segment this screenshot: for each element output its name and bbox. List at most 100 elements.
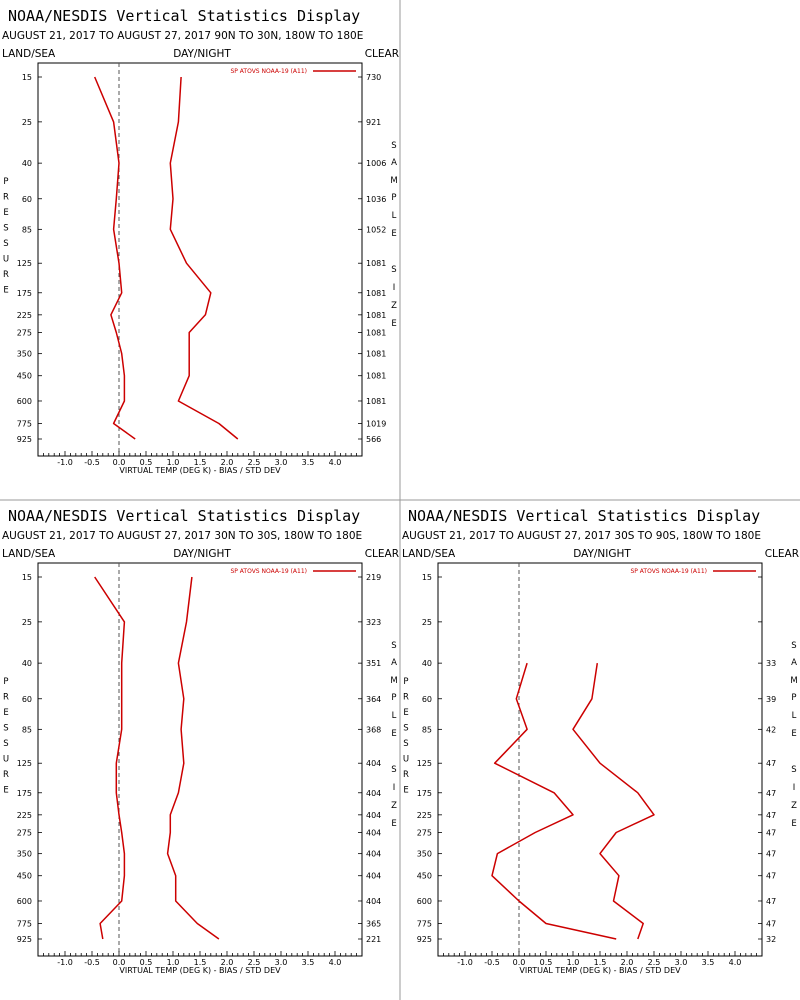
sample-size-label: 351 — [366, 659, 381, 668]
bias-line — [94, 76, 136, 440]
sample-size-label: 404 — [366, 759, 381, 768]
sample-size-title-letter: M — [790, 676, 797, 686]
x-tick-label: 2.5 — [648, 958, 661, 967]
date-region-subtitle: AUGUST 21, 2017 TO AUGUST 27, 2017 90N T… — [2, 30, 363, 42]
sample-size-label: 47 — [766, 872, 776, 881]
y-tick-label: 600 — [17, 897, 32, 906]
plot-frame — [37, 62, 363, 457]
sample-size-title-letter: P — [791, 693, 796, 703]
sample-size-title-letter: P — [391, 193, 396, 203]
pressure-title-letter: R — [403, 693, 409, 703]
legend-label: SP ATOVS NOAA-19 (A11) — [630, 568, 707, 575]
sample-size-label: 1081 — [366, 259, 386, 268]
sample-size-title-letter: E — [391, 319, 396, 329]
chart-title: NOAA/NESDIS Vertical Statistics Display — [8, 507, 360, 525]
pressure-title-letter: S — [3, 739, 8, 749]
sample-size-title-letter: S — [391, 141, 396, 151]
sample-size-label: 32 — [766, 935, 776, 944]
std-dev-line — [166, 576, 220, 940]
pressure-title-letter: U — [3, 255, 9, 265]
sample-size-label: 1081 — [366, 289, 386, 298]
x-tick-label: 0.0 — [113, 458, 126, 467]
sample-size-title-letter: L — [392, 211, 397, 221]
pressure-title-letter: R — [3, 770, 9, 780]
x-tick-label: 1.0 — [567, 958, 580, 967]
sample-size-title-letter: A — [391, 658, 397, 668]
sample-size-label: 47 — [766, 759, 776, 768]
sample-size-label: 47 — [766, 919, 776, 928]
land-sea-label: LAND/SEA — [402, 548, 456, 560]
sample-size-label: 1081 — [366, 397, 386, 406]
y-tick-label: 85 — [22, 225, 32, 234]
y-tick-label: 125 — [417, 759, 432, 768]
y-tick-label: 125 — [17, 759, 32, 768]
y-tick-label: 60 — [22, 195, 32, 204]
sample-size-title-letter: E — [391, 229, 396, 239]
pressure-title-letter: R — [3, 693, 9, 703]
y-tick-label: 350 — [17, 350, 32, 359]
std-dev-line — [169, 76, 239, 440]
pressure-title-letter: P — [403, 677, 408, 687]
x-tick-label: 1.0 — [167, 458, 180, 467]
sample-size-title-letter: S — [391, 265, 396, 275]
sample-size-label: 404 — [366, 828, 381, 837]
y-tick-label: 85 — [22, 725, 32, 734]
sample-size-title-letter: I — [393, 283, 396, 293]
y-tick-label: 15 — [22, 573, 32, 582]
y-tick-label: 40 — [422, 659, 432, 668]
sample-size-label: 42 — [766, 725, 776, 734]
x-tick-label: -0.5 — [484, 958, 500, 967]
y-tick-label: 775 — [17, 919, 32, 928]
y-tick-label: 275 — [17, 328, 32, 337]
pressure-title-letter: R — [3, 193, 9, 203]
pressure-title-letter: S — [403, 739, 408, 749]
sample-size-title-letter: A — [791, 658, 797, 668]
plot-frame — [37, 562, 363, 957]
x-tick-label: 2.0 — [221, 458, 234, 467]
date-region-subtitle: AUGUST 21, 2017 TO AUGUST 27, 2017 30N T… — [2, 530, 362, 542]
sample-size-title-letter: S — [391, 641, 396, 651]
sample-size-label: 39 — [766, 695, 776, 704]
std-dev-line — [572, 662, 655, 940]
pressure-title-letter: E — [3, 708, 8, 718]
sample-size-title-letter: Z — [391, 301, 397, 311]
sample-size-title-letter: M — [390, 176, 397, 186]
y-tick-label: 350 — [17, 850, 32, 859]
sample-size-label: 368 — [366, 725, 381, 734]
y-tick-label: 60 — [22, 695, 32, 704]
sample-size-label: 1081 — [366, 350, 386, 359]
x-tick-label: 2.5 — [248, 458, 261, 467]
x-tick-label: 3.0 — [275, 458, 288, 467]
sample-size-title-letter: E — [791, 729, 796, 739]
sample-size-title-letter: Z — [391, 801, 397, 811]
y-tick-label: 350 — [417, 850, 432, 859]
x-tick-label: 1.5 — [194, 458, 207, 467]
land-sea-label: LAND/SEA — [2, 48, 56, 60]
sample-size-label: 404 — [366, 811, 381, 820]
y-tick-label: 775 — [417, 919, 432, 928]
land-sea-label: LAND/SEA — [2, 548, 56, 560]
y-tick-label: 60 — [422, 695, 432, 704]
pressure-title-letter: E — [403, 708, 408, 718]
y-tick-label: 925 — [17, 935, 32, 944]
sample-size-label: 1081 — [366, 328, 386, 337]
day-night-label: DAY/NIGHT — [173, 548, 231, 560]
pressure-title-letter: U — [3, 755, 9, 765]
x-axis-title: VIRTUAL TEMP (DEG K) - BIAS / STD DEV — [519, 966, 681, 975]
sample-size-label: 33 — [766, 659, 776, 668]
clear-label: CLEAR — [765, 548, 799, 560]
x-tick-label: 2.0 — [621, 958, 634, 967]
sample-size-label: 47 — [766, 828, 776, 837]
chart-panel-2: NOAA/NESDIS Vertical Statistics Display A… — [2, 507, 399, 975]
pressure-title-letter: S — [403, 724, 408, 734]
x-axis-title: VIRTUAL TEMP (DEG K) - BIAS / STD DEV — [119, 466, 281, 475]
chart-title: NOAA/NESDIS Vertical Statistics Display — [408, 507, 760, 525]
x-tick-label: 4.0 — [729, 958, 742, 967]
y-tick-label: 85 — [422, 725, 432, 734]
sample-size-title-letter: S — [791, 641, 796, 651]
x-tick-label: 0.0 — [513, 958, 526, 967]
chart-title: NOAA/NESDIS Vertical Statistics Display — [8, 7, 360, 25]
y-tick-label: 175 — [17, 789, 32, 798]
x-axis-title: VIRTUAL TEMP (DEG K) - BIAS / STD DEV — [119, 966, 281, 975]
chart-panel-1: NOAA/NESDIS Vertical Statistics Display A… — [2, 7, 399, 475]
